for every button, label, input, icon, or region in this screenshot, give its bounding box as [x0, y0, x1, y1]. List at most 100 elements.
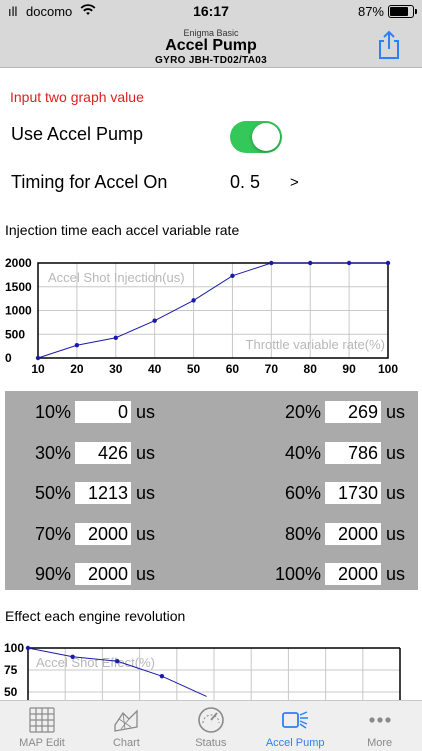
chevron-right-icon[interactable]: >: [290, 174, 299, 191]
y-tick-label: 1000: [5, 304, 32, 318]
battery-percent: 87%: [357, 4, 384, 19]
x-tick-label: 10: [31, 362, 45, 376]
use-accel-pump-toggle[interactable]: [230, 121, 282, 153]
carrier-label: docomo: [26, 4, 73, 19]
x-tick-label: 50: [187, 362, 201, 376]
hint-text: Input two graph value: [10, 89, 144, 105]
x-tick-label: 20: [70, 362, 84, 376]
cell-percent-label: 100%: [274, 564, 321, 584]
data-point: [346, 260, 352, 266]
cell-percent-label: 30%: [34, 442, 71, 463]
model-label: GYRO JBH-TD02/TA03: [155, 55, 267, 66]
tab-chart[interactable]: Chart: [84, 701, 168, 751]
tab-map-edit[interactable]: MAP Edit: [0, 701, 84, 751]
x-tick-label: 90: [342, 362, 356, 376]
cell-percent-label: 40%: [284, 442, 321, 463]
data-point: [25, 645, 31, 651]
page-title: Accel Pump: [165, 37, 257, 54]
y-tick-label: 0: [5, 351, 12, 365]
data-point: [74, 343, 80, 348]
cell-unit-label: us: [136, 483, 156, 503]
chart-icon: [114, 709, 139, 732]
chart-annotation-x: Throttle variable rate(%): [246, 337, 385, 352]
signal-icon: ıll: [8, 4, 18, 19]
cell-percent-label: 60%: [284, 483, 321, 503]
x-tick-label: 80: [304, 362, 318, 376]
tab-bar: MAP Edit Chart Status Accel Pump More: [0, 700, 422, 751]
battery-icon: [388, 5, 417, 18]
cell-unit-label: us: [136, 564, 156, 584]
data-point: [308, 260, 313, 266]
cell-value-field[interactable]: 1730: [325, 482, 381, 504]
gauge-icon: [197, 707, 224, 733]
data-point: [115, 659, 120, 664]
nav-subtitle: Enigma Basic: [183, 28, 239, 38]
share-icon[interactable]: [376, 30, 402, 60]
cell-value-field[interactable]: 1213: [75, 482, 131, 504]
pump-icon: [282, 711, 309, 729]
tab-label: Accel Pump: [265, 737, 325, 749]
data-point: [385, 260, 391, 266]
cell-unit-label: us: [136, 442, 156, 463]
data-point: [152, 318, 157, 323]
use-accel-pump-label: Use Accel Pump: [11, 124, 144, 144]
status-bar: ıll docomo 16:17 87%: [0, 0, 422, 22]
data-point: [70, 654, 75, 659]
cell-value-field[interactable]: 2000: [325, 522, 381, 545]
cell-unit-label: us: [136, 402, 156, 422]
tab-label: Status: [195, 737, 227, 749]
clock: 16:17: [193, 3, 229, 19]
data-point: [269, 260, 274, 266]
wifi-icon: [80, 4, 96, 15]
tab-label: More: [367, 737, 393, 749]
y-tick-label: 500: [5, 327, 25, 341]
tab-label: MAP Edit: [19, 737, 65, 749]
cell-value-field[interactable]: 2000: [75, 563, 131, 585]
cell-percent-label: 10%: [34, 402, 71, 422]
tab-more[interactable]: More: [338, 701, 422, 751]
timing-value[interactable]: 0. 5: [230, 172, 261, 192]
data-point: [113, 335, 118, 340]
cell-value-field[interactable]: 2000: [325, 563, 381, 585]
effect-chart[interactable]: Accel Shot Effect(%) 100 75 50: [0, 638, 422, 700]
section-title-injection: Injection time each accel variable rate: [5, 222, 240, 238]
cell-unit-label: us: [386, 402, 406, 422]
tab-accel-pump[interactable]: Accel Pump: [253, 701, 337, 751]
cell-unit-label: us: [386, 523, 406, 544]
series-line: [37, 262, 388, 359]
x-tick-label: 40: [148, 362, 162, 376]
cell-unit-label: us: [386, 483, 406, 503]
y-tick-label: 2000: [5, 256, 32, 270]
x-tick-label: 60: [226, 362, 240, 376]
value-grid: 10% 0 us 20% 269 us 30% 426 us 40% 786 us 50% 1213 us 6…: [5, 391, 418, 590]
cell-value-field[interactable]: 2000: [75, 522, 131, 545]
tab-label: Chart: [112, 737, 140, 749]
data-point: [159, 673, 165, 679]
cell-percent-label: 80%: [284, 523, 321, 544]
tab-status[interactable]: Status: [169, 701, 253, 751]
y-tick-label: 75: [4, 663, 18, 677]
x-tick-label: 30: [109, 362, 123, 376]
x-tick-label: 100: [378, 362, 398, 376]
nav-bar: Enigma Basic Accel Pump GYRO JBH-TD02/TA…: [0, 22, 422, 68]
cell-percent-label: 90%: [34, 564, 71, 584]
cell-percent-label: 70%: [34, 523, 71, 544]
chart-annotation-y: Accel Shot Injection(us): [48, 270, 185, 285]
cell-value-field[interactable]: 786: [325, 441, 381, 464]
cell-value-field[interactable]: 426: [75, 441, 131, 464]
injection-chart[interactable]: Accel Shot Injection(us) Throttle variabl…: [0, 250, 422, 380]
grid-icon: [29, 707, 55, 733]
cell-value-field[interactable]: 269: [325, 401, 381, 423]
cell-value-field[interactable]: 0: [75, 401, 131, 423]
more-icon: [368, 717, 391, 723]
data-point: [35, 355, 41, 361]
cell-unit-label: us: [136, 523, 156, 544]
y-tick-label: 100: [4, 641, 24, 655]
timing-label: Timing for Accel On: [11, 172, 168, 192]
section-title-effect: Effect each engine revolution: [5, 608, 186, 624]
chart-frame: [37, 262, 389, 359]
y-tick-label: 1500: [5, 280, 32, 294]
y-tick-label: 50: [4, 685, 18, 699]
cell-percent-label: 20%: [284, 402, 321, 422]
chart-annotation-y: Accel Shot Effect(%): [36, 655, 155, 670]
